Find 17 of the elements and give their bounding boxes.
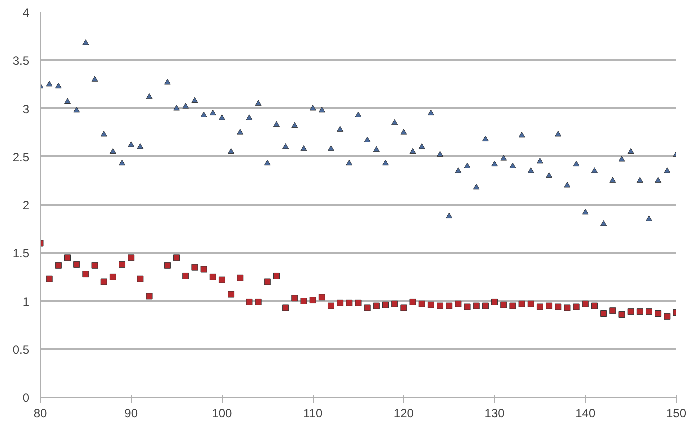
x-tick-label: 80 [34,406,48,420]
y-tick-label: 2 [22,198,30,212]
x-tick-label: 90 [124,406,138,420]
y-tick-label: 1 [22,294,30,309]
y-tick-label: 1.5 [12,246,30,261]
x-tick-label: 130 [484,406,506,420]
y-tick-label: 4 [22,6,30,20]
x-tick-label: 110 [304,406,323,420]
x-tick-label: 140 [576,406,596,420]
x-tick-label: 150 [666,406,687,420]
y-tick-label: 0 [22,391,30,405]
y-tick-label: 3 [22,102,30,116]
x-tick-label: 100 [212,406,233,420]
y-tick-label: 2.5 [12,150,30,164]
y-tick-label: 3.5 [12,54,30,68]
x-tick-label: 120 [394,406,414,420]
y-tick-label: 0.5 [12,342,30,357]
